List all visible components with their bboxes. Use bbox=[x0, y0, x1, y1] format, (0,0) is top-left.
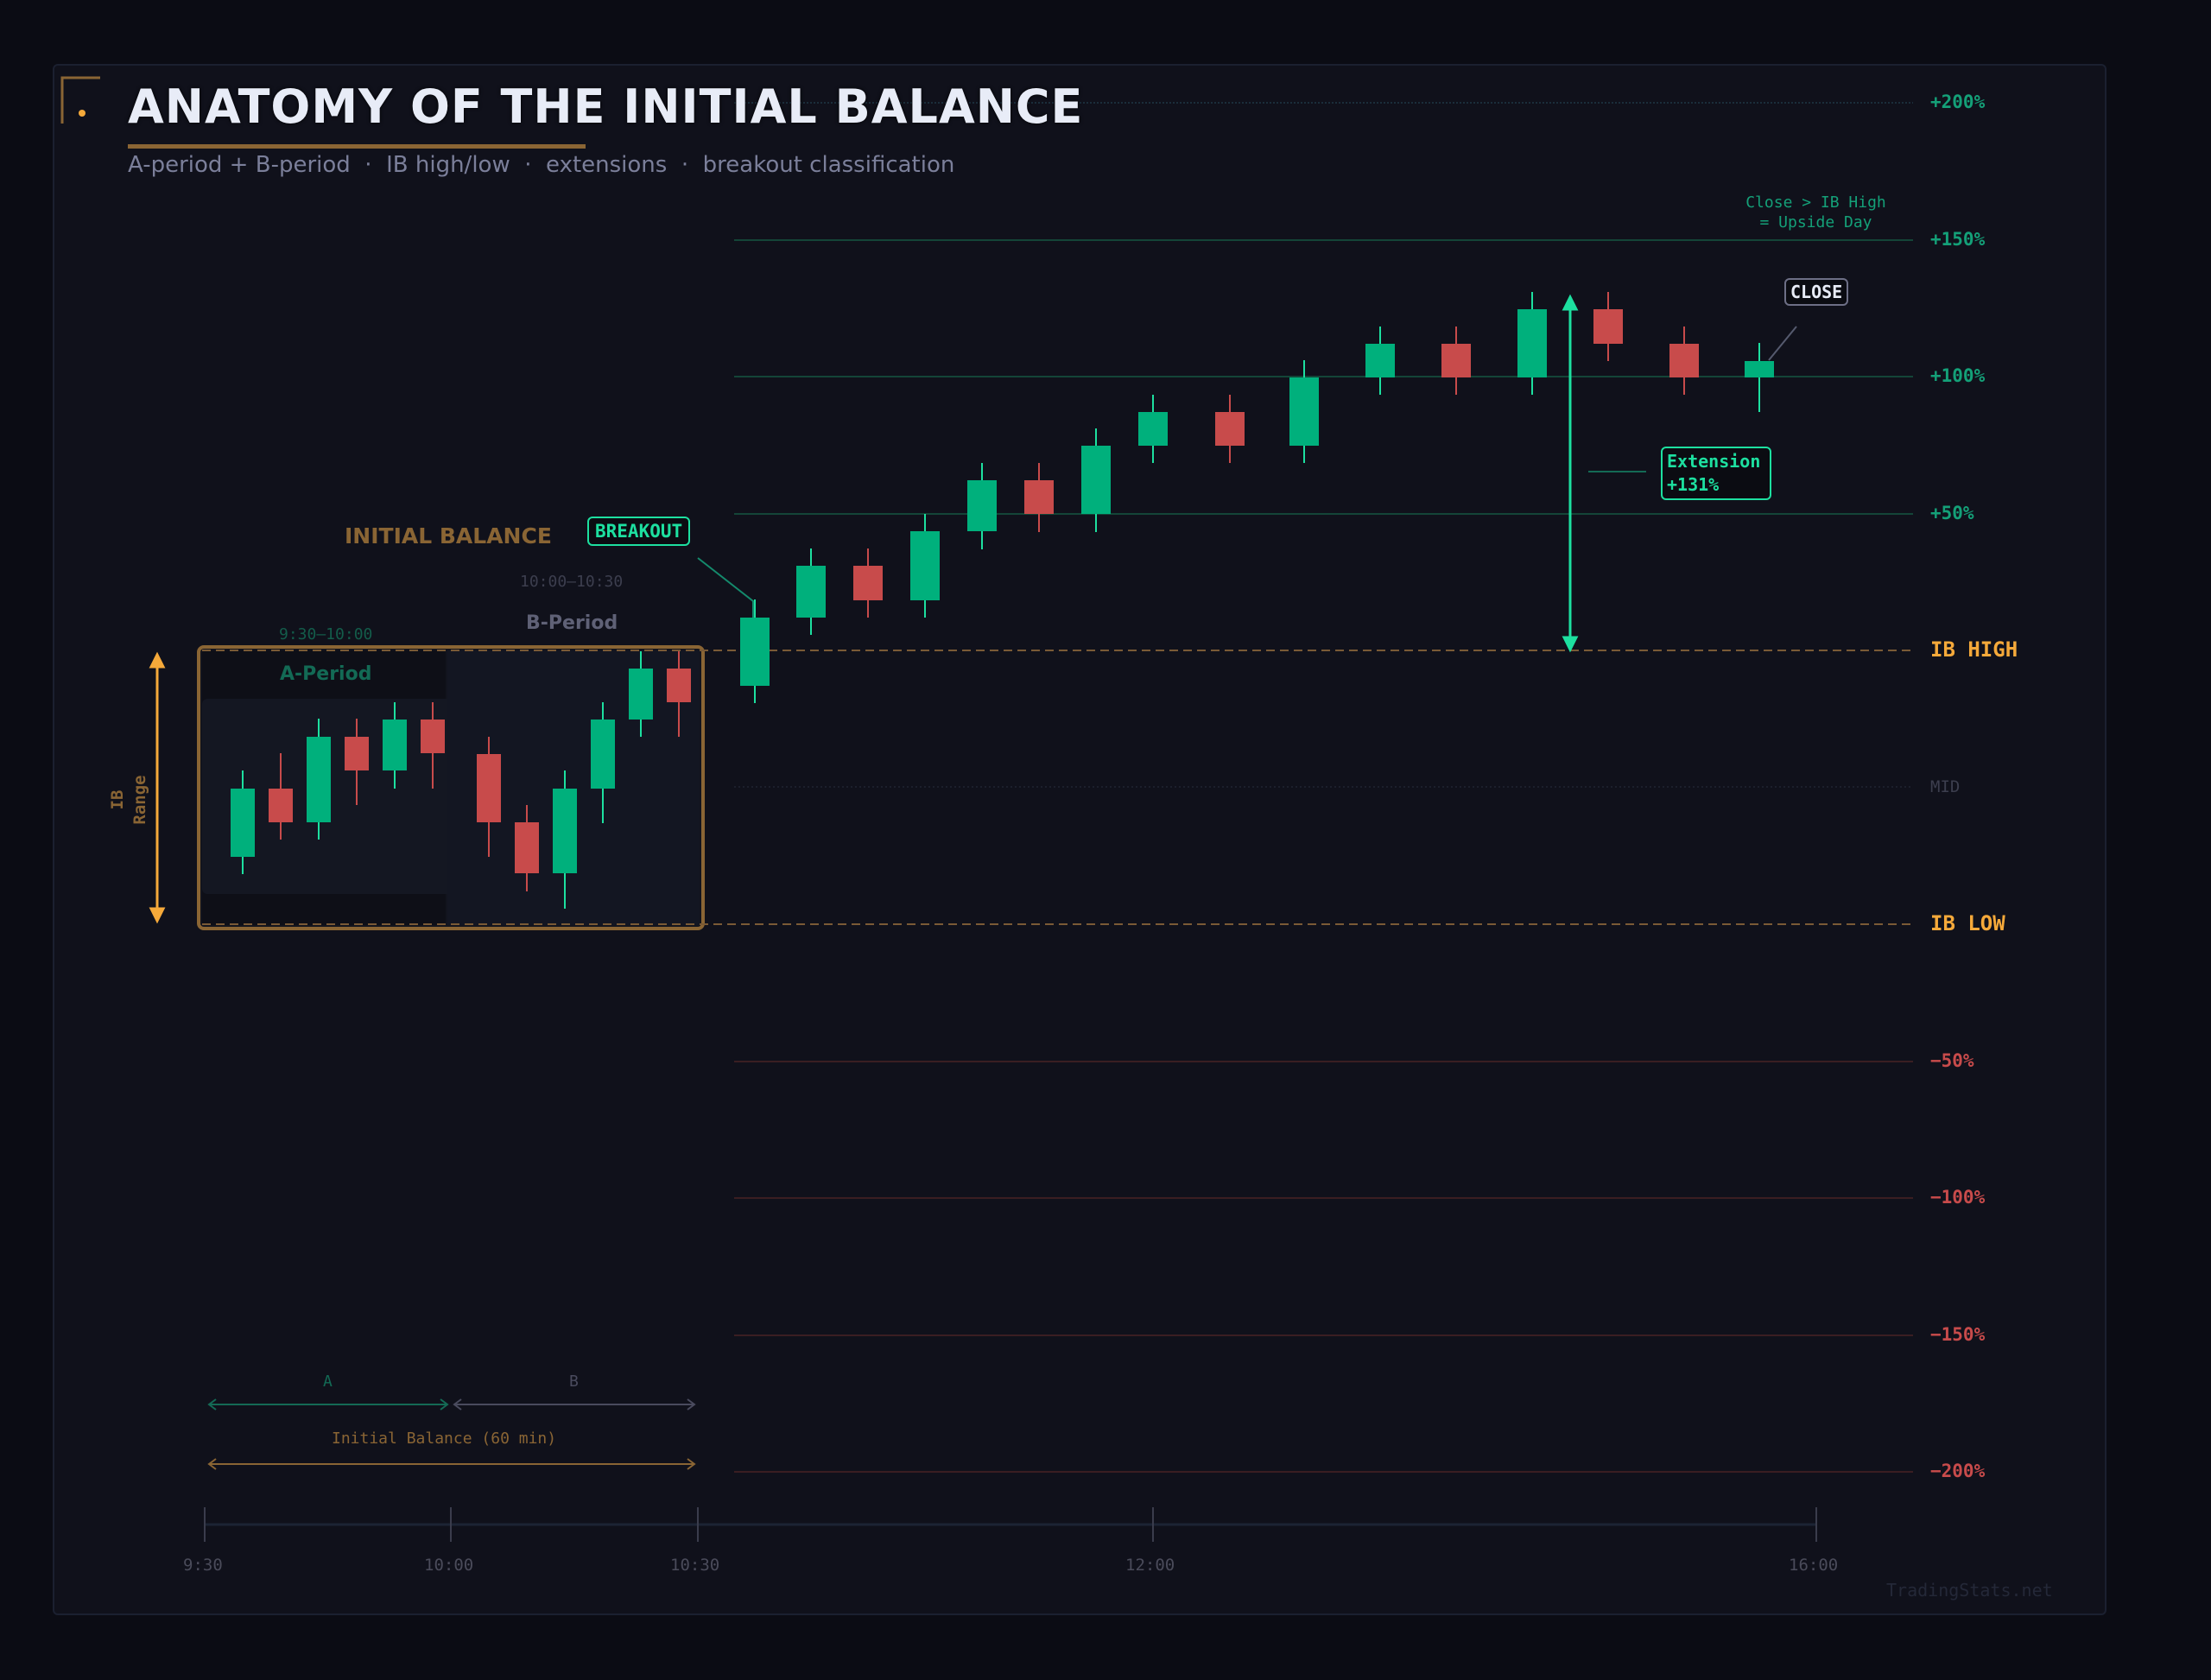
level-ib-low: IB LOW bbox=[1930, 911, 2005, 935]
page-subtitle: A-period + B-period · IB high/low · exte… bbox=[128, 152, 955, 178]
title-underline bbox=[128, 144, 586, 149]
ib-range-arrow bbox=[149, 651, 166, 924]
level-minus-200: −200% bbox=[1930, 1461, 1986, 1481]
page-title: ANATOMY OF THE INITIAL BALANCE bbox=[128, 79, 1084, 134]
extension-arrow bbox=[1562, 294, 1579, 653]
level-plus-150: +150% bbox=[1930, 229, 1986, 250]
ib-span-arrow bbox=[207, 1458, 696, 1470]
watermark: TradingStats.net bbox=[1886, 1580, 2053, 1601]
level-minus-150: −150% bbox=[1930, 1324, 1986, 1345]
extension-label: Extension bbox=[1667, 451, 1761, 472]
x-axis bbox=[204, 1507, 1817, 1542]
x-tick-0930: 9:30 bbox=[183, 1556, 223, 1575]
a-period-time: 9:30–10:00 bbox=[279, 625, 373, 643]
x-tick-1200: 12:00 bbox=[1125, 1556, 1175, 1575]
breakout-leader-line bbox=[697, 557, 754, 618]
ib-span-label: Initial Balance (60 min) bbox=[332, 1430, 557, 1448]
b-period-time: 10:00–10:30 bbox=[520, 573, 624, 591]
level-plus-100: +100% bbox=[1930, 365, 1986, 386]
b-span-arrow bbox=[453, 1398, 696, 1411]
ib-range-label-line2: Range bbox=[130, 775, 149, 825]
x-tick-1600: 16:00 bbox=[1789, 1556, 1839, 1575]
ib-range-label-line1: IB bbox=[108, 789, 127, 810]
a-span-label: A bbox=[323, 1373, 333, 1391]
a-period-label: A-Period bbox=[280, 663, 372, 685]
extension-value: +131% bbox=[1667, 474, 1720, 495]
close-rule-line1: Close > IB High bbox=[1745, 193, 1886, 212]
b-span-label: B bbox=[569, 1373, 579, 1391]
ib-range-label: IB Range bbox=[106, 761, 151, 839]
grid-lines bbox=[734, 102, 1913, 1473]
initial-balance-label: INITIAL BALANCE bbox=[345, 523, 552, 548]
close-rule-line2: = Upside Day bbox=[1759, 213, 1872, 231]
x-tick-1030: 10:30 bbox=[670, 1556, 720, 1575]
corner-bracket-icon bbox=[60, 76, 100, 124]
level-minus-50: −50% bbox=[1930, 1050, 1974, 1071]
level-plus-200: +200% bbox=[1930, 92, 1986, 112]
close-rule-note: Close > IB High = Upside Day bbox=[1732, 193, 1900, 232]
level-minus-100: −100% bbox=[1930, 1187, 1986, 1208]
candles bbox=[231, 292, 1774, 909]
level-ib-high: IB HIGH bbox=[1930, 637, 2018, 662]
ib-box bbox=[197, 645, 705, 930]
level-plus-50: +50% bbox=[1930, 503, 1974, 523]
a-span-arrow bbox=[207, 1398, 449, 1411]
extension-tag: Extension +131% bbox=[1661, 447, 1771, 500]
close-leader-line bbox=[1768, 326, 1797, 361]
x-tick-1000: 10:00 bbox=[424, 1556, 474, 1575]
breakout-tag: BREAKOUT bbox=[587, 517, 691, 546]
close-tag: CLOSE bbox=[1784, 278, 1849, 306]
b-period-label: B-Period bbox=[526, 612, 618, 634]
level-mid: MID bbox=[1930, 777, 1961, 796]
